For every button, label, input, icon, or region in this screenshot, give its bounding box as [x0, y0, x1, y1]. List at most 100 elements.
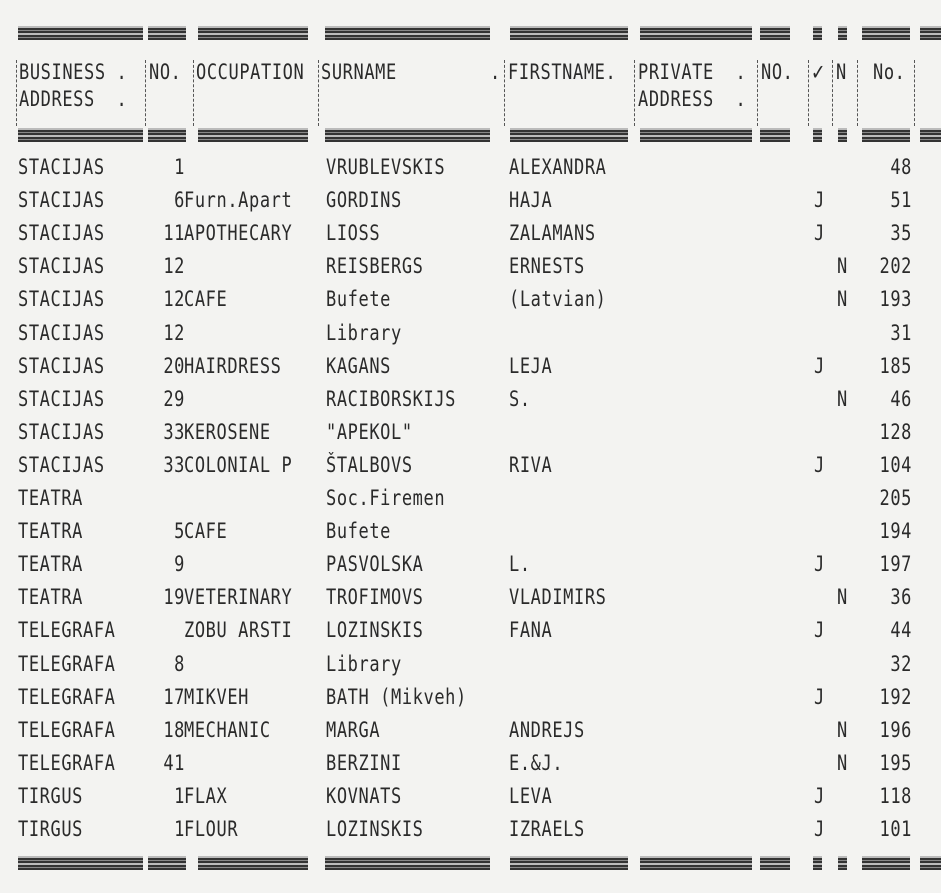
- cell-occupation: CAFE: [184, 519, 228, 545]
- cell-number: 205: [879, 486, 912, 511]
- check-mark-icon: ✓: [812, 56, 825, 86]
- separator-bar: [198, 26, 308, 40]
- cell-firstname: (Latvian): [509, 287, 607, 313]
- cell-number: 46: [890, 386, 912, 412]
- cell-surname: BERZINI: [326, 750, 402, 776]
- cell-surname: KOVNATS: [326, 783, 402, 809]
- cell-business-address: STACIJAS: [18, 419, 105, 445]
- separator-bar: [813, 26, 822, 40]
- cell-no: 1: [174, 155, 185, 180]
- cell-number: 185: [879, 353, 912, 379]
- cell-business-address: STACIJAS: [18, 254, 105, 280]
- separator-bar: [838, 856, 847, 870]
- separator-bar: [640, 128, 752, 142]
- cell-business-address: STACIJAS: [18, 452, 105, 478]
- cell-n-flag: N: [837, 287, 848, 313]
- header-private-no: NO.: [761, 60, 794, 85]
- cell-j-flag: J: [814, 684, 825, 710]
- cell-surname: GORDINS: [326, 188, 402, 214]
- separator-bar: [862, 128, 910, 142]
- cell-no: 33: [163, 452, 185, 478]
- column-divider: [832, 60, 833, 126]
- cell-no: 41: [163, 750, 185, 776]
- header-no: NO.: [149, 60, 182, 85]
- cell-number: 35: [890, 221, 912, 247]
- cell-firstname: ZALAMANS: [509, 221, 596, 247]
- cell-surname: ŠTALBOVS: [326, 452, 413, 478]
- cell-business-address: STACIJAS: [18, 221, 105, 247]
- cell-j-flag: J: [814, 353, 825, 379]
- header-firstname: FIRSTNAME.: [508, 60, 617, 85]
- column-divider: [757, 60, 758, 126]
- cell-j-flag: J: [814, 188, 825, 214]
- cell-business-address: TELEGRAFA: [18, 618, 116, 644]
- separator-bar: [760, 128, 790, 142]
- column-divider: [145, 60, 146, 126]
- separator-bar: [813, 128, 822, 142]
- cell-surname: MARGA: [326, 717, 381, 743]
- cell-occupation: APOTHECARY: [184, 221, 293, 247]
- cell-n-flag: N: [837, 585, 848, 611]
- separator-bar: [510, 26, 628, 40]
- cell-surname: Bufete: [326, 287, 392, 313]
- cell-number: 197: [879, 552, 912, 578]
- cell-business-address: TELEGRAFA: [18, 684, 116, 710]
- cell-surname: Library: [326, 651, 402, 677]
- cell-surname: BATH (Mikveh): [326, 684, 467, 710]
- header-business-address-line2: ADDRESS .: [19, 87, 128, 112]
- cell-firstname: LEVA: [509, 783, 553, 809]
- cell-j-flag: J: [814, 552, 825, 578]
- cell-business-address: TEATRA: [18, 519, 84, 545]
- cell-number: 128: [879, 419, 912, 445]
- separator-bar: [838, 26, 847, 40]
- cell-surname: PASVOLSKA: [326, 552, 424, 578]
- cell-j-flag: J: [814, 783, 825, 809]
- cell-occupation: Furn.Apart: [184, 188, 293, 214]
- header-business-address: BUSINESS .: [19, 60, 128, 85]
- cell-surname: LOZINSKIS: [326, 618, 424, 644]
- cell-occupation: KEROSENE: [184, 419, 271, 445]
- cell-firstname: ERNESTS: [509, 254, 585, 280]
- separator-bar: [510, 856, 628, 870]
- separator-bar: [18, 856, 143, 870]
- cell-number: 44: [890, 618, 912, 644]
- cell-firstname: IZRAELS: [509, 817, 585, 842]
- column-divider: [193, 60, 194, 126]
- cell-surname: LIOSS: [326, 221, 381, 247]
- cell-no: 29: [163, 386, 185, 412]
- cell-j-flag: J: [814, 452, 825, 478]
- cell-business-address: TEATRA: [18, 486, 84, 511]
- cell-firstname: ANDREJS: [509, 717, 585, 743]
- cell-occupation: ZOBU ARSTI: [184, 618, 293, 644]
- separator-bar: [148, 128, 186, 142]
- column-divider: [318, 60, 319, 126]
- cell-surname: Soc.Firemen: [326, 486, 446, 511]
- cell-business-address: STACIJAS: [18, 188, 105, 214]
- cell-business-address: TEATRA: [18, 585, 84, 611]
- cell-number: 36: [890, 585, 912, 611]
- cell-no: 12: [163, 320, 185, 346]
- cell-firstname: FANA: [509, 618, 553, 644]
- separator-bar: [813, 856, 822, 870]
- header-surname: SURNAME: [321, 60, 397, 85]
- cell-number: 192: [879, 684, 912, 710]
- cell-occupation: MECHANIC: [184, 717, 271, 743]
- cell-no: 33: [163, 419, 185, 445]
- cell-surname: Bufete: [326, 519, 392, 545]
- cell-business-address: TELEGRAFA: [18, 717, 116, 743]
- column-divider: [16, 60, 17, 126]
- cell-number: 118: [879, 783, 912, 809]
- header-occupation: OCCUPATION: [196, 60, 305, 85]
- separator-bar: [325, 856, 490, 870]
- header-no2: No.: [873, 60, 906, 85]
- separator-bar: [510, 128, 628, 142]
- cell-firstname: HAJA: [509, 188, 553, 214]
- cell-no: 8: [174, 651, 185, 677]
- cell-j-flag: J: [814, 221, 825, 247]
- cell-occupation: VETERINARY: [184, 585, 293, 611]
- cell-n-flag: N: [837, 717, 848, 743]
- separator-bar: [862, 856, 910, 870]
- cell-no: 1: [174, 783, 185, 809]
- cell-occupation: MIKVEH: [184, 684, 250, 710]
- separator-bar: [148, 26, 186, 40]
